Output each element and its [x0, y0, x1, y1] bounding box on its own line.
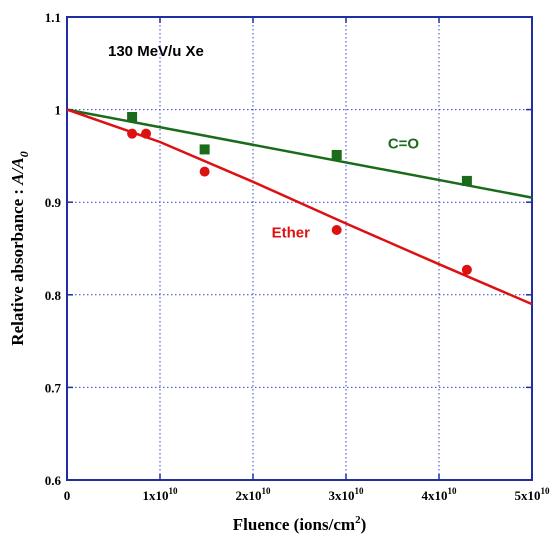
y-axis-title: Relative absorbance : A/A0: [8, 151, 31, 345]
text-labels: 0 1x1010 2x1010 3x1010 4x1010 5x10100.60.70.8…: [8, 10, 550, 534]
fit-line-c-o: [66, 108, 533, 199]
data-point-ether: [461, 264, 472, 275]
x-axis-title: Fluence (ions/cm2): [233, 514, 366, 534]
y-tick-label: 0.7: [45, 380, 62, 395]
plot-frame: [66, 16, 533, 481]
y-tick-label: 1.1: [45, 10, 61, 25]
x-tick-label: 2x1010: [236, 486, 272, 503]
data-point-ether: [141, 128, 152, 139]
x-tick-label-base: 3x10: [329, 488, 355, 503]
series-label-c-o: C=O: [388, 135, 420, 152]
y-tick-label: 0.6: [45, 473, 62, 488]
x-tick-label-exponent: 10: [169, 486, 179, 496]
x-tick-label-base: 0: [64, 488, 71, 503]
x-axis-title-suffix: ): [361, 515, 367, 534]
x-tick-label: 4x1010: [422, 486, 458, 503]
x-tick-label-base: 5x10: [515, 488, 541, 503]
fit-lines: [66, 108, 533, 306]
series-label-ether: Ether: [272, 224, 311, 241]
x-tick-label-base: 4x10: [422, 488, 448, 503]
y-axis-title-sub: 0: [17, 151, 31, 157]
x-tick-label-base: 2x10: [236, 488, 262, 503]
fit-line-ether: [66, 108, 533, 306]
chart-annotation: 130 MeV/u Xe: [108, 43, 204, 60]
y-tick-label: 0.8: [45, 288, 62, 303]
data-point-ether: [127, 128, 138, 139]
x-tick-label: 3x1010: [329, 486, 365, 503]
x-tick-label-base: 1x10: [143, 488, 169, 503]
data-points: [127, 112, 472, 275]
x-axis-title-text: Fluence (ions/cm: [233, 515, 355, 534]
grid-lines: [67, 17, 532, 480]
data-point-ether: [331, 224, 342, 235]
data-point-c-o: [331, 149, 342, 160]
x-axis-title-sup: 2: [355, 514, 361, 526]
data-point-ether: [199, 166, 210, 177]
x-tick-label-exponent: 10: [541, 486, 550, 496]
axis-ticks: [66, 16, 533, 481]
data-point-c-o: [461, 175, 472, 186]
y-axis-title-text: Relative absorbance :: [8, 185, 27, 346]
x-tick-label: 0: [64, 488, 71, 503]
x-tick-label-exponent: 10: [262, 486, 272, 496]
data-point-c-o: [199, 144, 210, 155]
x-tick-label: 1x1010: [143, 486, 179, 503]
x-tick-label-exponent: 10: [448, 486, 458, 496]
x-tick-label: 5x1010: [515, 486, 550, 503]
y-axis-title-italic: A/A: [8, 157, 27, 185]
y-tick-label: 0.9: [45, 195, 62, 210]
y-tick-label: 1: [55, 103, 62, 118]
x-tick-label-exponent: 10: [355, 486, 365, 496]
data-point-c-o: [127, 112, 138, 123]
